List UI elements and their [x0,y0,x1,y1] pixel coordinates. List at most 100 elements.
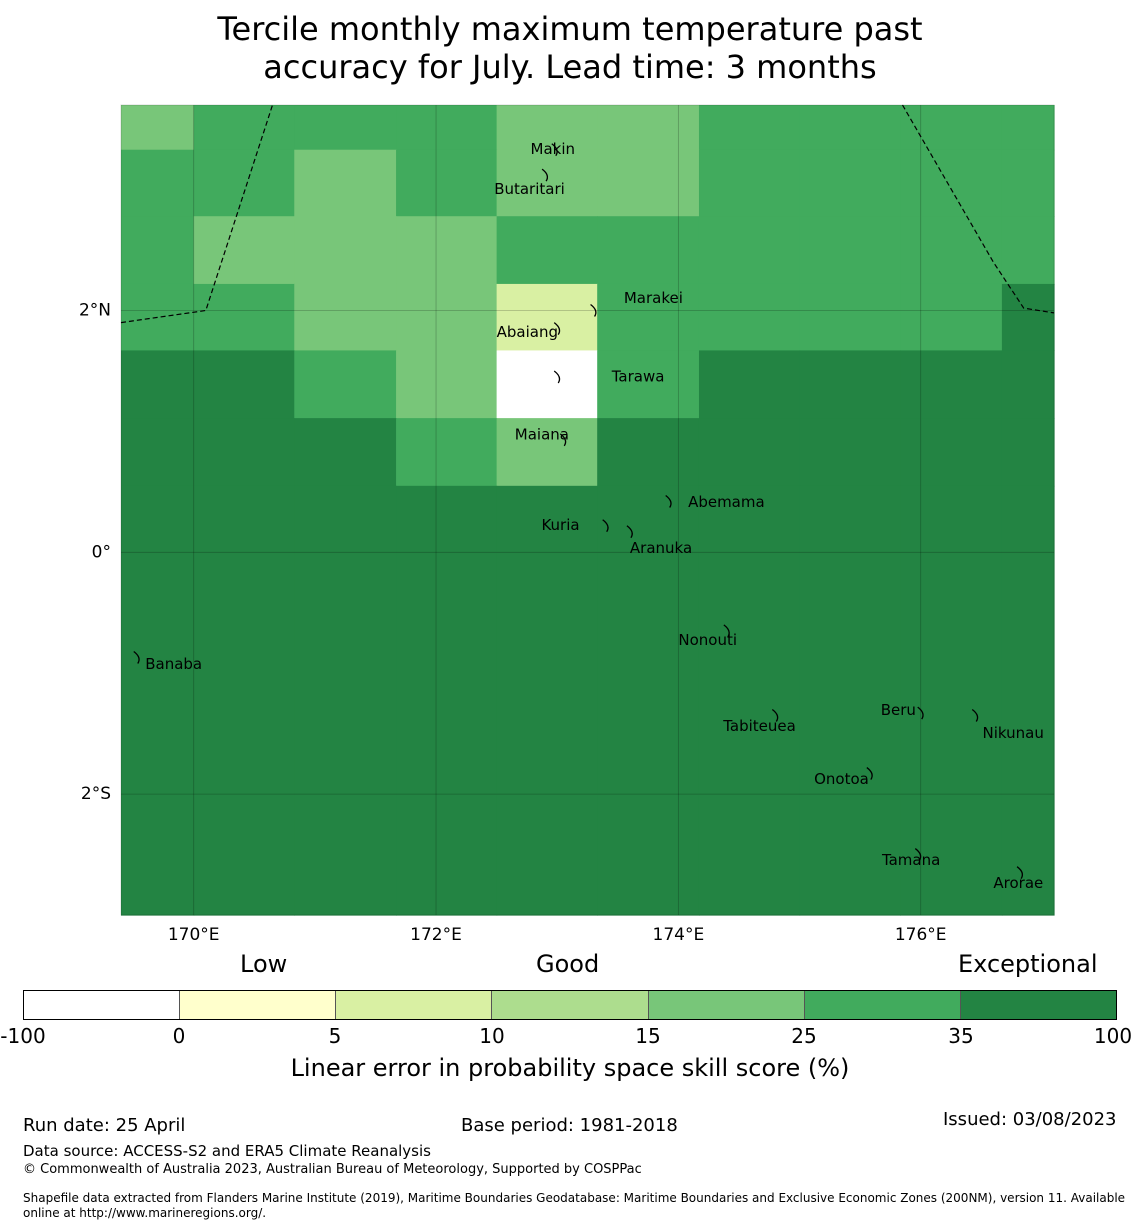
colorbar-segment-4 [492,991,649,1019]
island-label: Nikunau [983,724,1044,742]
skill-cell [396,149,498,217]
skill-cell [193,105,295,151]
colorbar-tick: 15 [635,1024,661,1048]
base-period: Base period: 1981-2018 [461,1115,678,1136]
colorbar-tick: 0 [172,1024,186,1048]
latitude-tick-label: 2°N [79,301,111,321]
colorbar-label-low: Low [240,950,288,978]
colorbar [23,990,1117,1020]
skill-cell [698,485,801,916]
island-outline [553,322,561,336]
skill-cell [1001,105,1055,151]
skill-cell [396,216,498,285]
colorbar-label-exceptional: Exceptional [958,950,1098,978]
map-title-line-2: accuracy for July. Lead time: 3 months [263,48,877,86]
skill-cell [799,418,901,487]
skill-cell [121,418,195,487]
island-outline [771,709,779,722]
skill-cell [193,216,295,285]
skill-cell [799,283,901,352]
skill-cell [396,283,498,352]
colorbar-segment-6 [804,991,961,1019]
skill-cell [900,105,1003,151]
map-title-line-1: Tercile monthly maximum temperature past [217,10,923,48]
skill-cell [496,350,598,419]
colorbar-tick: 10 [479,1024,505,1048]
skill-cell [698,283,801,352]
colorbar-title: Linear error in probability space skill … [290,1054,850,1082]
eez-boundary-line [120,104,274,324]
skill-cell [698,149,801,217]
island-outline [971,709,979,722]
island-label: Kuria [541,516,579,534]
colorbar-segment-5 [648,991,805,1019]
skill-cell [799,216,901,285]
longitude-tick-label: 170°E [168,925,220,945]
island-label: Abaiang [497,323,558,341]
island-label: Makin [531,140,576,158]
skill-cell [496,283,598,352]
island-label: Tabiteuea [722,717,796,735]
skill-cell [396,105,498,151]
skill-cell [597,418,700,487]
skill-cell [597,485,700,916]
island-label: Maiana [515,426,569,444]
skill-cell [193,283,295,352]
island-label: Marakei [624,289,683,307]
colorbar-segment-1 [24,991,181,1019]
skill-cell [597,149,700,217]
skill-cell [597,216,700,285]
skill-cell [900,149,1003,217]
island-label: Tamana [881,851,940,869]
island-outline [1016,866,1024,880]
skill-cell [294,485,397,916]
skill-cell [121,350,195,419]
eez-boundary-line [901,104,1055,314]
skill-cell [1001,418,1055,487]
island-outline [626,525,633,539]
skill-cell [193,350,295,419]
issued-date: Issued: 03/08/2023 [943,1109,1117,1130]
skill-cell [698,418,801,487]
island-outline [866,767,873,780]
island-outline [723,624,730,638]
map-frame [120,104,1055,916]
latitude-tick-label: 2°S [81,784,111,804]
longitude-tick-label: 172°E [410,925,462,945]
map-title: Tercile monthly maximum temperature past… [0,10,1140,86]
colorbar-label-good: Good [536,950,600,978]
skill-cell [396,350,498,419]
skill-cell [294,418,397,487]
skill-cell [900,216,1003,285]
skill-cell [294,283,397,352]
run-date: Run date: 25 April [23,1115,186,1136]
skill-map: Makin Butaritari Marakei Abaiang Tarawa Maian… [79,104,1055,945]
island-label: Butaritari [494,180,565,198]
island-outline [133,650,140,664]
longitude-tick-label: 174°E [653,925,705,945]
colorbar-segment-3 [336,991,493,1019]
skill-cell [496,105,598,151]
colorbar-tick: 25 [791,1024,817,1048]
skill-cell [496,216,598,285]
skill-cell [698,216,801,285]
island-label: Banaba [145,655,202,673]
colorbar-tick: 5 [328,1024,342,1048]
colorbar-tick: 35 [948,1024,974,1048]
island-outline [917,706,924,720]
skill-cell [597,283,700,352]
colorbar-tick: -100 [0,1024,46,1048]
skill-cell [496,149,598,217]
skill-cell [121,105,195,151]
island-outline [665,495,672,508]
copyright: © Commonwealth of Australia 2023, Austra… [23,1162,642,1177]
island-label: Tarawa [611,368,665,386]
island-label: Arorae [993,874,1043,892]
skill-cell [597,350,700,419]
latitude-tick-label: 0° [92,542,111,562]
shapefile-credit-line-2: online at http://www.marineregions.org/. [23,1206,267,1220]
skill-cell [698,350,801,419]
island-outline [541,168,549,182]
skill-cell [900,485,1003,916]
skill-cell [1001,216,1055,285]
